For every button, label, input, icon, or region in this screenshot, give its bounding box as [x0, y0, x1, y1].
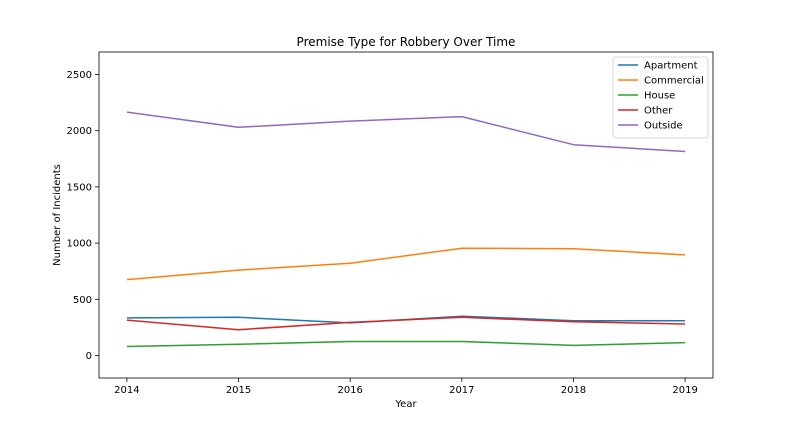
series-line-other: [126, 316, 686, 331]
series-line-outside: [126, 111, 686, 153]
plot-area-frame: [98, 51, 714, 379]
x-tick-label: 2016: [337, 385, 362, 396]
x-tick-label: 2015: [226, 385, 251, 396]
x-axis: 2014 2015 2016 2017 2018 2019: [114, 378, 698, 396]
chart-title: Premise Type for Robbery Over Time: [297, 35, 516, 49]
y-axis: 0 500 1000 1500 2000 2500: [67, 70, 99, 362]
legend: Apartment Commercial House Other Outside: [612, 56, 709, 139]
y-tick-label: 0: [86, 351, 92, 362]
legend-label-apartment: Apartment: [644, 61, 698, 72]
series-layer: [126, 111, 686, 348]
legend-label-outside: Outside: [644, 121, 683, 132]
y-tick-label: 500: [73, 295, 92, 306]
x-tick-label: 2017: [449, 385, 474, 396]
series-line-house: [126, 340, 686, 348]
legend-frame: [612, 56, 709, 139]
y-tick-label: 2500: [67, 70, 92, 81]
series-line-commercial: [126, 247, 686, 281]
legend-label-other: Other: [644, 106, 673, 117]
y-tick-label: 1000: [67, 239, 92, 250]
x-axis-label: Year: [394, 399, 417, 410]
y-axis-label: Number of Incidents: [52, 164, 63, 266]
x-tick-label: 2019: [672, 385, 697, 396]
legend-label-commercial: Commercial: [644, 76, 704, 87]
y-tick-label: 2000: [67, 126, 92, 137]
legend-label-house: House: [644, 91, 675, 102]
y-tick-label: 1500: [67, 182, 92, 193]
x-tick-label: 2014: [114, 385, 139, 396]
x-tick-label: 2018: [561, 385, 586, 396]
